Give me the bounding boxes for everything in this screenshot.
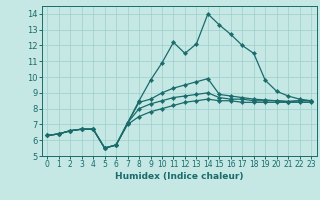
X-axis label: Humidex (Indice chaleur): Humidex (Indice chaleur) <box>115 172 244 181</box>
